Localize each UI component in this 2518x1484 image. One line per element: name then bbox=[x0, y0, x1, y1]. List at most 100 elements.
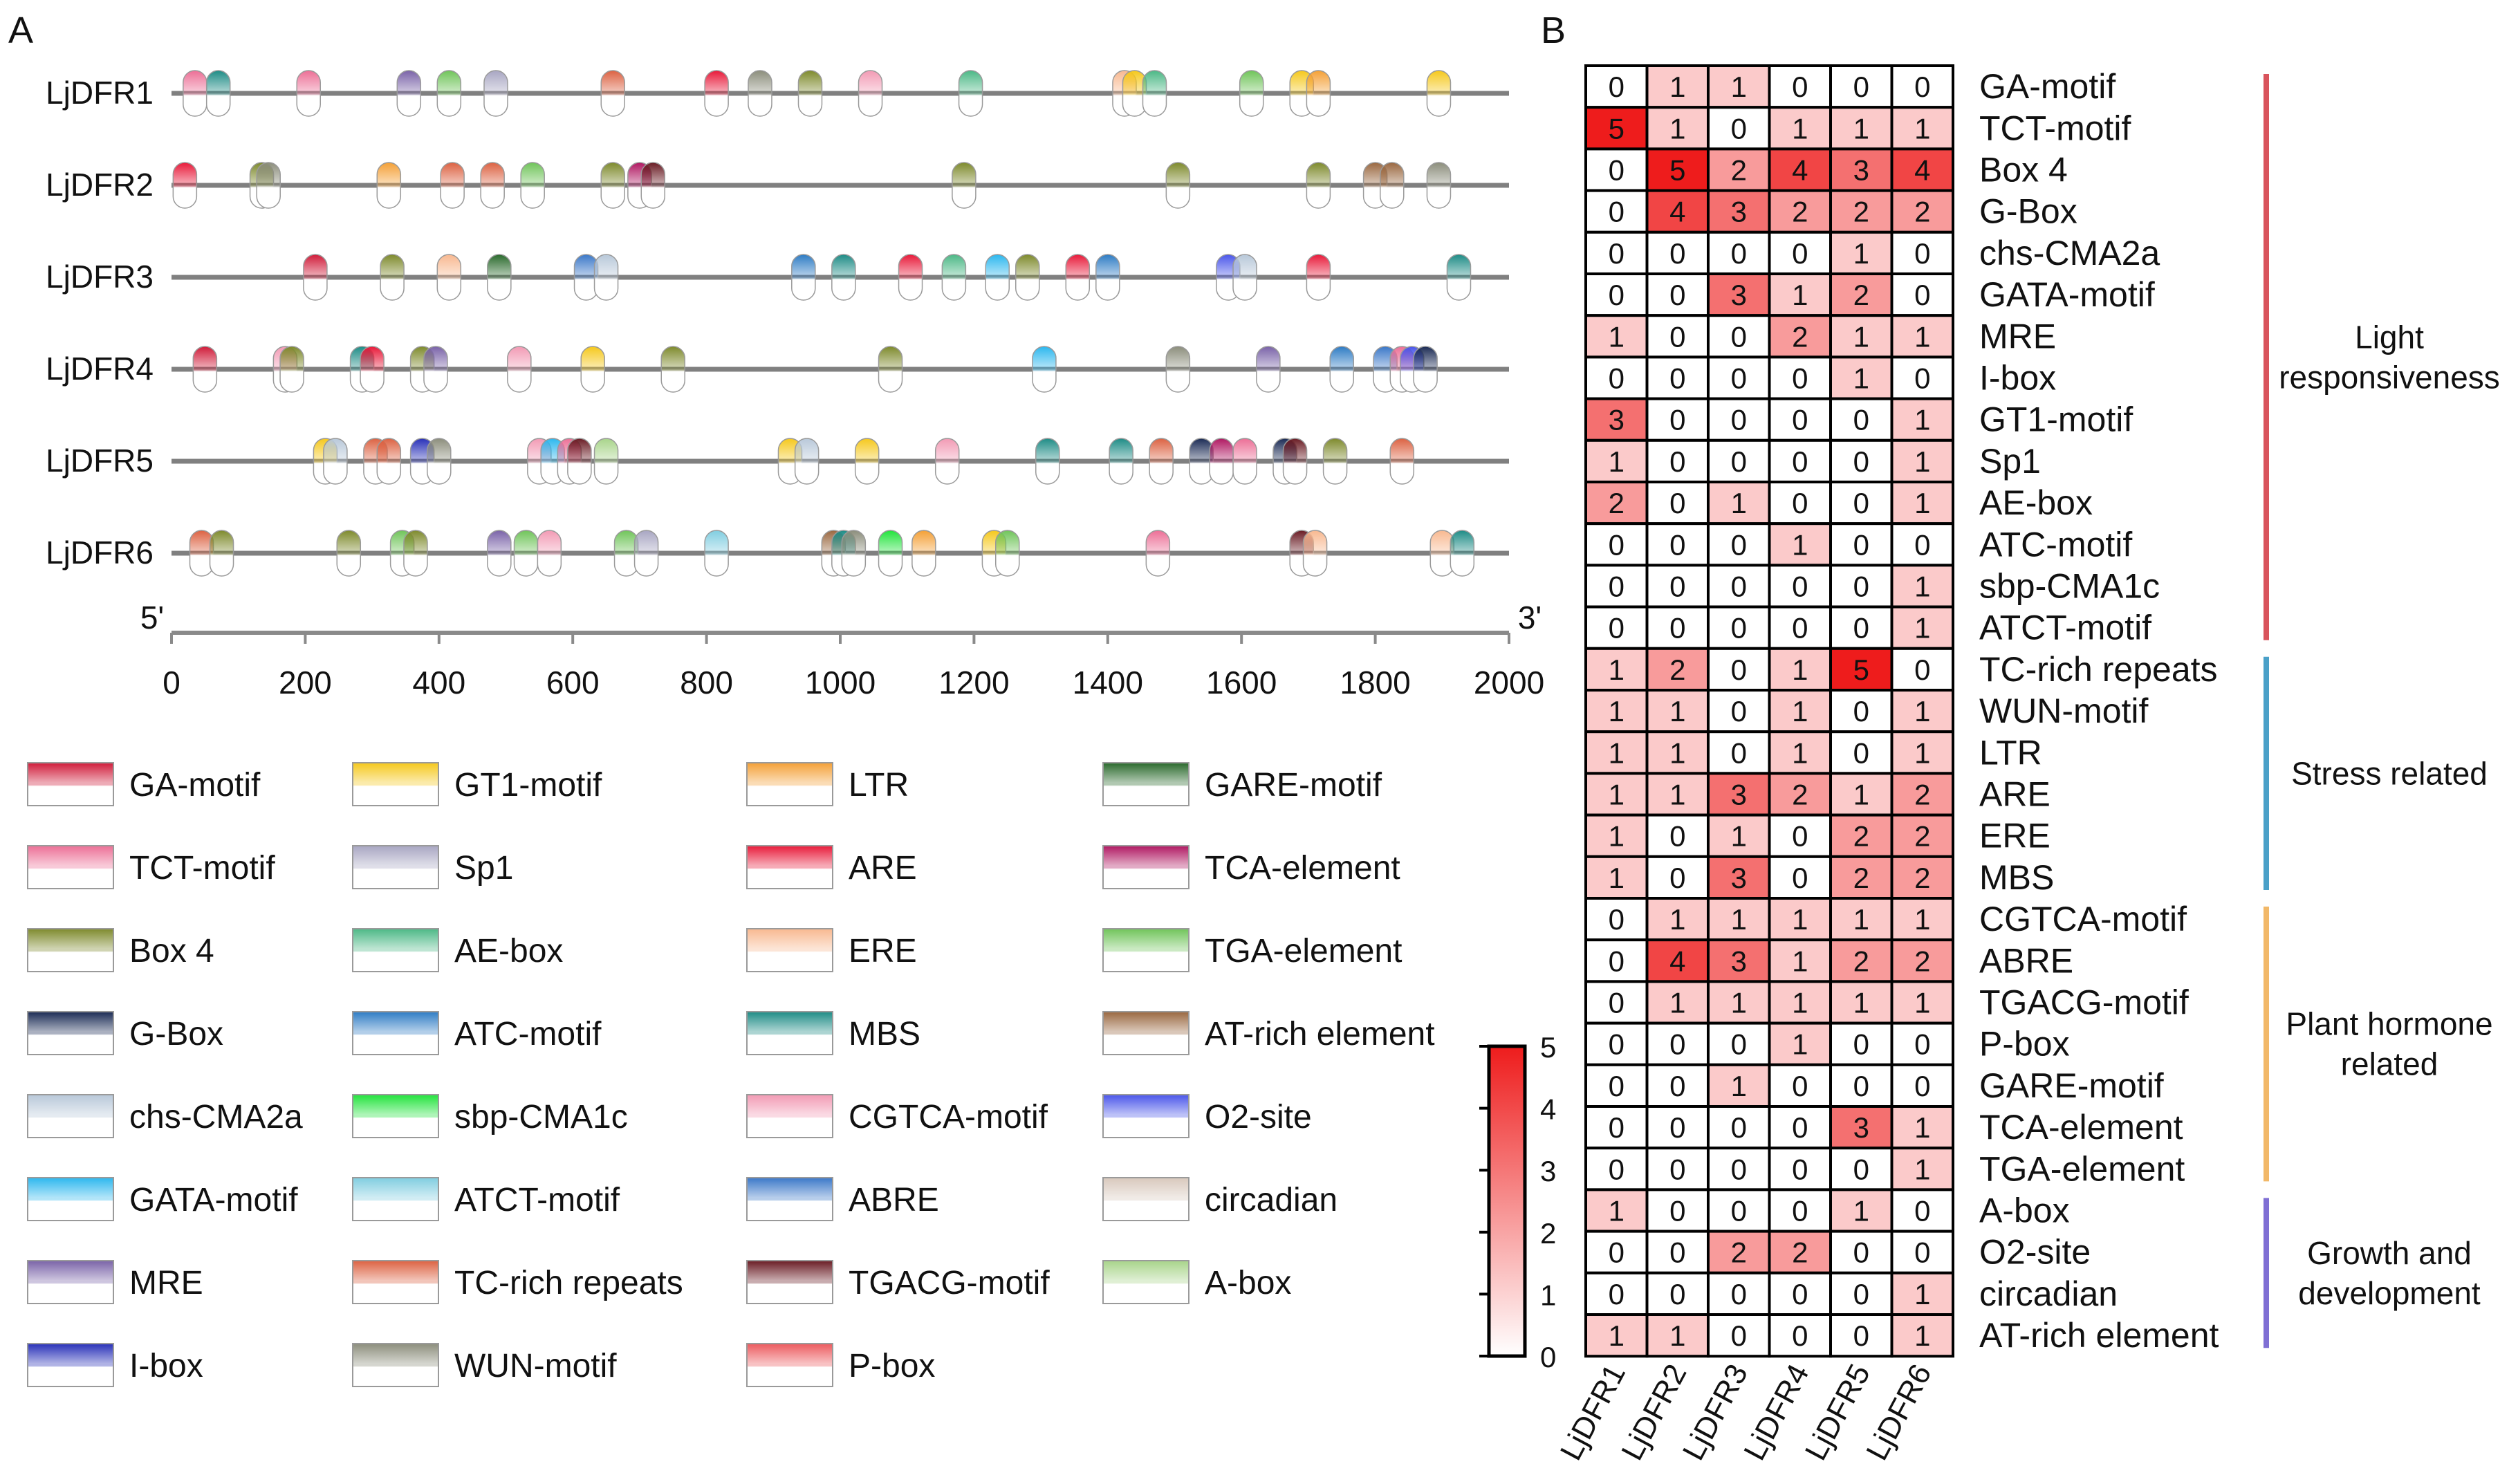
cell-value: 0 bbox=[1853, 695, 1869, 727]
legend-label: MRE bbox=[129, 1265, 203, 1301]
cell-value: 0 bbox=[1853, 487, 1869, 519]
element-marker-wun-motif bbox=[1165, 346, 1191, 393]
group-label: Growth and bbox=[2307, 1235, 2472, 1271]
cell-value: 0 bbox=[1792, 612, 1808, 644]
element-marker-wun-motif bbox=[748, 70, 772, 117]
element-marker-mre bbox=[396, 70, 422, 117]
cell-value: 0 bbox=[1731, 1319, 1747, 1352]
legend-label: ABRE bbox=[849, 1182, 939, 1218]
legend-swatch bbox=[746, 928, 833, 972]
cell-value: 1 bbox=[1731, 987, 1747, 1019]
cell-value: 3 bbox=[1731, 779, 1747, 811]
legend-swatch bbox=[27, 762, 114, 806]
cell-value: 0 bbox=[1792, 1319, 1808, 1352]
element-marker-chs-cma2a bbox=[1232, 254, 1257, 301]
legend-swatch bbox=[746, 762, 833, 806]
cell-value: 0 bbox=[1914, 279, 1930, 311]
legend-item-circadian: circadian bbox=[1102, 1177, 1337, 1221]
group-label: related bbox=[2341, 1046, 2438, 1082]
cell-value: 0 bbox=[1731, 528, 1747, 561]
element-marker-cgtca-motif bbox=[858, 70, 883, 117]
row-label: ABRE bbox=[1979, 941, 2073, 980]
element-marker-ltr bbox=[911, 530, 936, 577]
element-marker-box-4 bbox=[209, 530, 234, 577]
cell-value: 1 bbox=[1609, 779, 1624, 811]
heatmap-cell bbox=[1890, 605, 1954, 650]
heatmap-row-p-box: 0 0 0 1 0 0 P-box bbox=[1584, 1021, 2070, 1066]
heatmap-cell bbox=[1890, 481, 1954, 526]
element-marker-box-4 bbox=[660, 346, 685, 393]
heatmap-colorbar: 0 1 2 3 4 5 bbox=[1479, 1031, 1556, 1373]
cell-value: 1 bbox=[1853, 112, 1869, 145]
row-label: sbp-CMA1c bbox=[1979, 567, 2160, 606]
element-marker-box-4 bbox=[1015, 254, 1040, 301]
element-marker-sp1 bbox=[483, 70, 508, 117]
cell-value: 0 bbox=[1914, 1195, 1930, 1227]
cell-value: 2 bbox=[1914, 779, 1930, 811]
axis-5prime-label: 5' bbox=[140, 600, 164, 636]
heatmap-cell bbox=[1768, 980, 1832, 1025]
legend-label: WUN-motif bbox=[454, 1348, 617, 1384]
cell-value: 1 bbox=[1669, 779, 1685, 811]
gene-track-ljdfr4: LjDFR4 bbox=[46, 346, 1509, 393]
cell-value: 1 bbox=[1792, 903, 1808, 936]
element-marker-tgacg-motif bbox=[640, 162, 665, 209]
heatmap-row-atct-motif: 0 0 0 0 0 1 ATCT-motif bbox=[1584, 605, 2151, 650]
heatmap-row-atc-motif: 0 0 0 1 0 0 ATC-motif bbox=[1584, 522, 2132, 567]
element-legend: GA-motif TCT-motif Box 4 G-Box chs-CMA2a GATA… bbox=[27, 762, 1435, 1387]
cell-value: 1 bbox=[1792, 695, 1808, 727]
heatmap-row-are: 1 1 3 2 1 2 ARE bbox=[1584, 772, 2050, 817]
cell-value: 1 bbox=[1914, 987, 1930, 1019]
legend-item-a-box: A-box bbox=[1102, 1260, 1291, 1304]
heatmap-cell bbox=[1829, 355, 1894, 400]
cell-value: 4 bbox=[1669, 945, 1685, 977]
legend-item-tc-rich-repeats: TC-rich repeats bbox=[352, 1260, 683, 1304]
row-label: AE-box bbox=[1979, 483, 2093, 522]
cell-value: 0 bbox=[1669, 362, 1685, 395]
axis-tick-label: 1200 bbox=[938, 665, 1009, 701]
legend-swatch bbox=[352, 1177, 439, 1221]
legend-swatch bbox=[27, 1343, 114, 1387]
element-marker-tc-rich-repeats bbox=[440, 162, 465, 209]
row-label: Box 4 bbox=[1979, 151, 2068, 189]
heatmap-cell bbox=[1890, 438, 1954, 483]
heatmap-row-at-rich-element: 1 1 0 0 0 1 AT-rich element bbox=[1584, 1313, 2219, 1358]
heatmap-row-mre: 1 0 0 2 1 1 MRE bbox=[1584, 314, 2056, 359]
heatmap-cell bbox=[1768, 481, 1832, 526]
heatmap-row-gt1-motif: 3 0 0 0 0 1 GT1-motif bbox=[1584, 397, 2133, 442]
heatmap-cell bbox=[1890, 813, 1954, 858]
cell-value: 1 bbox=[1792, 528, 1808, 561]
heatmap-row-mbs: 1 0 3 0 2 2 MBS bbox=[1584, 855, 2054, 900]
cell-value: 0 bbox=[1731, 404, 1747, 436]
axis-tick-label: 2000 bbox=[1474, 665, 1544, 701]
group-label: Light bbox=[2355, 319, 2424, 355]
element-marker-mbs bbox=[1446, 254, 1472, 301]
legend-item-gare-motif: GARE-motif bbox=[1102, 762, 1382, 806]
row-label: G-Box bbox=[1979, 192, 2077, 231]
element-marker-mbs bbox=[205, 70, 231, 117]
cell-value: 1 bbox=[1669, 695, 1685, 727]
element-marker-tct-motif bbox=[296, 70, 321, 117]
heatmap-cell bbox=[1645, 1021, 1710, 1066]
element-marker-box-4 bbox=[1322, 438, 1348, 485]
cell-value: 2 bbox=[1853, 820, 1869, 853]
cell-value: 0 bbox=[1609, 945, 1624, 977]
element-marker-mre bbox=[487, 530, 512, 577]
legend-label: GT1-motif bbox=[454, 767, 602, 804]
cell-value: 0 bbox=[1792, 1070, 1808, 1102]
element-marker-box-4 bbox=[952, 162, 976, 209]
cell-value: 1 bbox=[1609, 1195, 1624, 1227]
cell-value: 0 bbox=[1914, 362, 1930, 395]
element-marker-ltr bbox=[1306, 70, 1331, 117]
legend-label: ARE bbox=[849, 850, 917, 887]
element-marker-gata-motif bbox=[985, 254, 1010, 301]
heatmap-cell bbox=[1707, 813, 1771, 858]
cell-value: 2 bbox=[1914, 196, 1930, 228]
legend-swatch bbox=[352, 1260, 439, 1304]
gene-label: LjDFR3 bbox=[46, 259, 154, 295]
cell-value: 1 bbox=[1792, 279, 1808, 311]
group-label: Plant hormone bbox=[2286, 1006, 2492, 1042]
legend-item-cgtca-motif: CGTCA-motif bbox=[746, 1094, 1048, 1138]
cell-value: 2 bbox=[1792, 196, 1808, 228]
legend-label: MBS bbox=[849, 1016, 920, 1052]
